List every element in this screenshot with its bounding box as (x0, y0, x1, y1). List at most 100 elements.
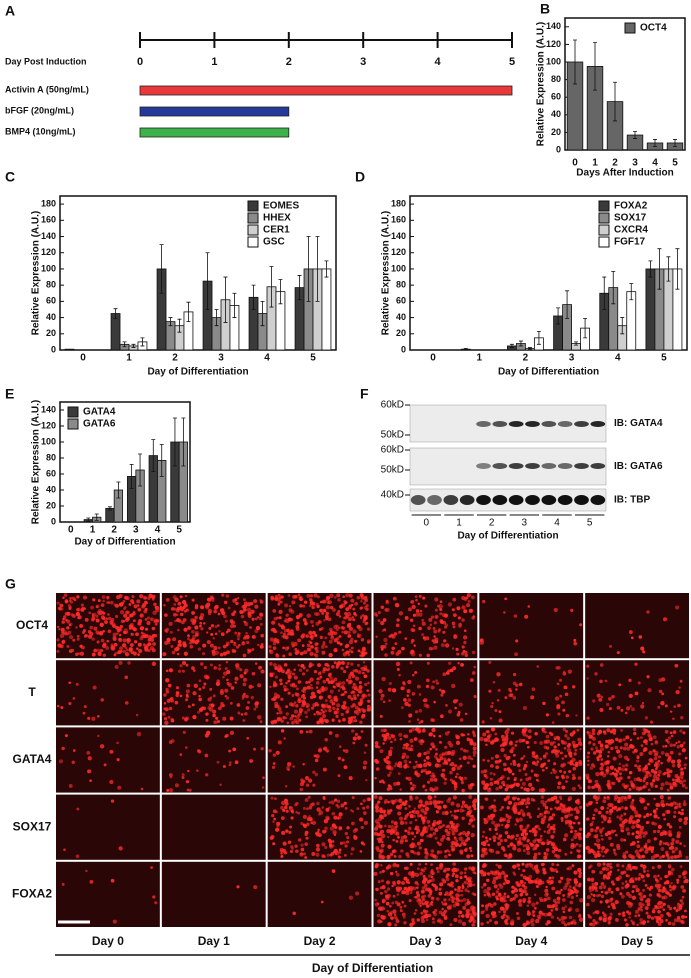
cell (401, 686, 405, 690)
cell (281, 669, 285, 673)
cell (228, 607, 231, 610)
cell (566, 775, 569, 778)
cell (351, 604, 354, 607)
cell (441, 908, 444, 911)
cell (111, 879, 115, 883)
cell (319, 609, 323, 613)
cell (98, 613, 100, 615)
cell (592, 817, 595, 820)
cell (490, 764, 494, 768)
cell (606, 766, 609, 769)
cell (92, 613, 94, 615)
cell (615, 887, 619, 891)
cell (546, 841, 550, 845)
cell (394, 738, 397, 741)
cell (338, 855, 341, 858)
cell (342, 627, 345, 630)
cell (518, 801, 522, 805)
cell (237, 703, 241, 707)
column-label: Day 2 (304, 934, 336, 948)
cell (290, 845, 293, 848)
cell (388, 912, 392, 916)
cell (596, 894, 599, 897)
cell (435, 609, 438, 612)
cell (545, 767, 547, 769)
cell (658, 755, 661, 758)
cell (288, 652, 292, 656)
cell (354, 602, 358, 606)
cell (346, 644, 349, 647)
cell (523, 849, 526, 852)
cell (499, 759, 502, 762)
cell (62, 596, 65, 599)
cell (288, 692, 291, 695)
cell (300, 822, 303, 825)
cell (627, 795, 631, 799)
cell (619, 776, 623, 780)
blot-band (541, 495, 556, 505)
cell (355, 733, 358, 736)
cell (397, 668, 400, 671)
cell (531, 923, 535, 927)
legend-swatch (248, 201, 258, 211)
cell (209, 688, 212, 691)
cell (665, 704, 668, 707)
micrograph (479, 727, 583, 792)
cell (488, 806, 492, 810)
cell (357, 664, 360, 667)
cell (334, 677, 338, 681)
cell (316, 678, 319, 681)
cell (345, 710, 348, 713)
cell (235, 760, 239, 764)
cell (523, 882, 526, 885)
cell (607, 876, 610, 879)
cell (424, 703, 428, 707)
cell (387, 788, 390, 791)
cell (193, 669, 196, 672)
cell (381, 844, 385, 848)
cell (166, 789, 169, 792)
cell (617, 869, 620, 872)
cell (394, 632, 398, 636)
cell (298, 680, 302, 684)
cell (562, 898, 566, 902)
cell (454, 888, 457, 891)
cell (647, 874, 650, 877)
cell (643, 786, 646, 789)
cell (294, 844, 297, 847)
cell (83, 629, 86, 632)
cell (444, 746, 447, 749)
cell (597, 758, 600, 761)
cell (130, 643, 134, 647)
cell (237, 597, 239, 599)
cell (508, 815, 512, 819)
cell (448, 602, 452, 606)
cell (69, 784, 73, 788)
cell (461, 789, 465, 793)
cell (100, 698, 104, 702)
cell (390, 916, 393, 919)
cell (629, 902, 632, 905)
cell (119, 846, 123, 850)
cell (324, 738, 328, 742)
cell (271, 597, 275, 601)
cell (561, 817, 564, 820)
cell (401, 881, 405, 885)
cell (463, 641, 466, 644)
cell (374, 827, 378, 831)
cell (155, 623, 158, 626)
blot-band (590, 463, 605, 469)
cell (351, 847, 355, 851)
cell (549, 816, 553, 820)
cell (294, 676, 298, 680)
cell (595, 835, 598, 838)
cell (334, 826, 337, 829)
cell (473, 906, 476, 909)
cell (576, 801, 580, 805)
cell (658, 894, 661, 897)
cell (523, 787, 527, 791)
cell (460, 663, 464, 667)
cell (620, 838, 624, 842)
cell (305, 634, 308, 637)
cell (587, 731, 590, 734)
